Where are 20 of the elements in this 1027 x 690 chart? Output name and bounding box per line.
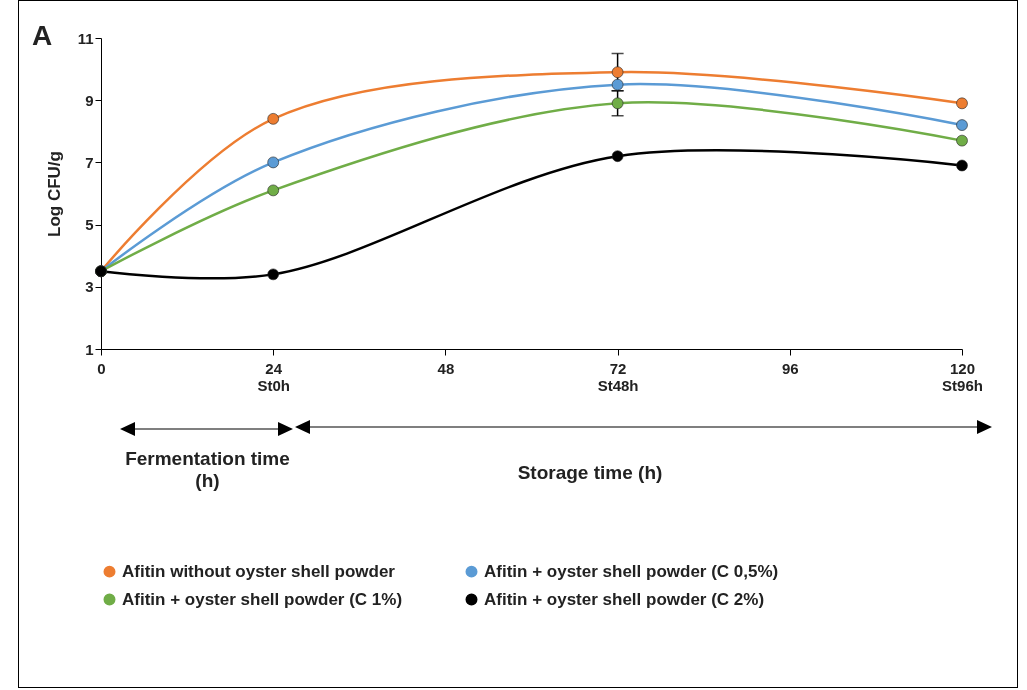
y-tick-label: 11: [77, 29, 94, 47]
x-tick-label: 72 St48h: [597, 359, 639, 394]
text: Storage time (h): [516, 462, 664, 484]
y-axis-title: Log CFU/g: [44, 151, 64, 237]
y-tick-label: 7: [85, 153, 94, 171]
y-tick-label: 3: [85, 278, 94, 296]
x-tick-label: 120 St96h: [942, 359, 983, 394]
text: Fermentation time (h): [124, 448, 291, 492]
legend-label: Afitin + oyster shell powder (C 1%): [122, 589, 403, 609]
x-tick-label: 0: [97, 359, 106, 377]
legend-label: Afitin + oyster shell powder (C 0,5%): [484, 561, 779, 581]
x-tick-label: 24 St0h: [257, 359, 290, 394]
text: A: [30, 20, 54, 52]
y-tick-label: 5: [85, 216, 94, 234]
x-tick-label: 48: [437, 359, 455, 377]
y-tick-label: 1: [85, 340, 94, 358]
y-tick-label: 9: [85, 91, 94, 109]
x-tick-label: 96: [781, 359, 799, 377]
legend-label: Afitin without oyster shell powder: [122, 561, 396, 581]
legend-label: Afitin + oyster shell powder (C 2%): [484, 589, 765, 609]
